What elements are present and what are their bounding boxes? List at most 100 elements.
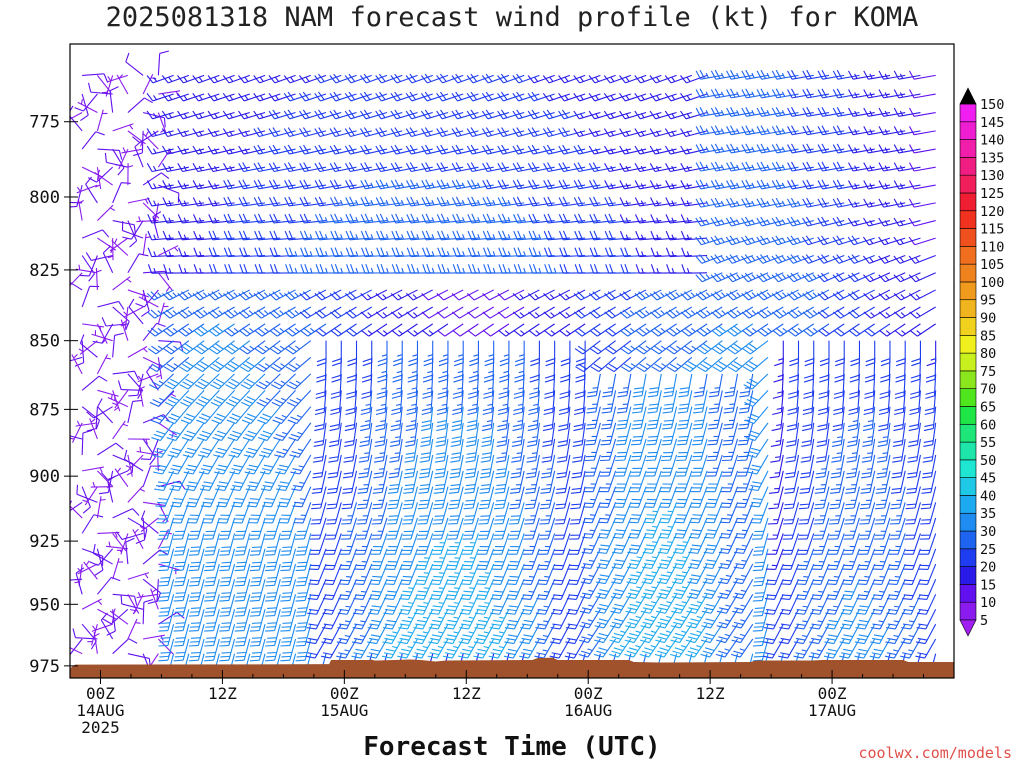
wind-barb bbox=[493, 502, 510, 525]
wind-barb bbox=[842, 548, 860, 570]
colorbar-swatch bbox=[959, 335, 977, 354]
colorbar-label: 25 bbox=[980, 542, 996, 558]
wind-barb bbox=[193, 340, 220, 355]
wind-barb bbox=[403, 470, 419, 494]
wind-barb bbox=[467, 247, 494, 258]
wind-barb bbox=[756, 69, 784, 80]
wind-barb bbox=[467, 179, 494, 190]
wind-barb bbox=[695, 88, 723, 99]
wind-barb bbox=[112, 332, 124, 358]
wind-barb bbox=[157, 272, 173, 292]
wind-barb bbox=[127, 618, 141, 640]
wind-barb bbox=[315, 323, 342, 337]
wind-barb bbox=[338, 579, 358, 600]
colorbar-swatch bbox=[959, 530, 977, 550]
wind-barb bbox=[631, 406, 647, 430]
wind-barb bbox=[909, 306, 936, 319]
wind-barb bbox=[178, 247, 205, 258]
colorbar-swatch bbox=[959, 370, 977, 389]
wind-barb bbox=[407, 357, 419, 383]
wind-barb bbox=[505, 579, 525, 600]
wind-barb bbox=[183, 454, 205, 475]
wind-barb bbox=[178, 340, 205, 355]
wind-barb bbox=[436, 109, 464, 120]
wind-barb bbox=[283, 109, 311, 120]
colorbar-label: 20 bbox=[980, 560, 996, 576]
wind-barb bbox=[344, 109, 372, 120]
wind-barb bbox=[569, 517, 586, 540]
wind-barb bbox=[125, 454, 144, 472]
y-tick-label: 975 bbox=[29, 657, 60, 677]
wind-barb bbox=[295, 579, 312, 602]
wind-barb bbox=[391, 390, 403, 416]
wind-barb bbox=[752, 533, 769, 556]
wind-barb bbox=[178, 356, 205, 373]
wind-barb bbox=[735, 502, 754, 524]
wind-barb bbox=[438, 340, 449, 367]
wind-barb bbox=[258, 438, 281, 458]
wind-barb bbox=[291, 470, 312, 492]
wind-barb bbox=[344, 91, 372, 102]
wind-barb bbox=[451, 109, 479, 120]
wind-barb bbox=[856, 579, 876, 600]
wind-barb bbox=[710, 179, 738, 190]
wind-barb bbox=[142, 74, 157, 95]
wind-barb bbox=[162, 247, 189, 258]
wind-barb bbox=[613, 486, 632, 508]
wind-barb bbox=[342, 454, 358, 479]
wind-barb bbox=[817, 179, 845, 190]
wind-barb bbox=[243, 438, 266, 458]
wind-barb bbox=[199, 470, 220, 492]
wind-barb bbox=[265, 624, 281, 647]
wind-barb bbox=[421, 144, 449, 155]
wind-barb bbox=[294, 517, 312, 540]
wind-barb bbox=[307, 594, 327, 615]
wind-barb bbox=[81, 285, 100, 308]
wind-barb bbox=[208, 247, 235, 258]
wind-barb bbox=[406, 247, 433, 258]
wind-barb bbox=[651, 356, 677, 373]
wind-barb bbox=[629, 470, 647, 493]
wind-barb bbox=[434, 438, 449, 463]
wind-barb bbox=[666, 356, 693, 373]
wind-barb bbox=[727, 356, 754, 373]
wind-barb bbox=[219, 563, 236, 587]
wind-barb bbox=[416, 533, 434, 555]
wind-barb bbox=[75, 420, 98, 427]
wind-barb bbox=[358, 454, 373, 479]
wind-barb bbox=[724, 373, 739, 398]
wind-barb bbox=[241, 389, 266, 407]
wind-barb bbox=[444, 594, 464, 615]
wind-barb bbox=[74, 93, 98, 112]
wind-barb bbox=[77, 198, 84, 221]
wind-barb bbox=[321, 609, 342, 630]
wind-barb bbox=[747, 454, 769, 475]
wind-barb bbox=[721, 438, 739, 462]
wind-barb bbox=[405, 406, 419, 432]
wind-barb bbox=[344, 127, 372, 138]
wind-barb bbox=[706, 454, 723, 477]
wind-barb bbox=[431, 533, 449, 555]
wind-barb bbox=[481, 91, 510, 102]
wind-barb bbox=[311, 470, 327, 494]
wind-barb bbox=[583, 470, 601, 493]
wind-barb bbox=[324, 533, 342, 555]
wind-barb bbox=[527, 179, 555, 190]
wind-barb bbox=[497, 179, 525, 190]
wind-barb bbox=[817, 69, 845, 80]
wind-barb bbox=[893, 107, 921, 117]
wind-barb bbox=[802, 69, 830, 80]
wind-barb bbox=[385, 548, 403, 570]
wind-barb bbox=[811, 563, 830, 586]
wind-barb bbox=[893, 180, 921, 190]
wind-barb bbox=[437, 373, 449, 399]
colorbar-swatch bbox=[959, 174, 977, 194]
wind-barb bbox=[405, 127, 433, 138]
wind-barb bbox=[375, 196, 403, 207]
wind-barb bbox=[129, 594, 144, 615]
wind-barb bbox=[81, 486, 91, 514]
wind-barb bbox=[774, 340, 784, 367]
wind-barb bbox=[135, 289, 159, 308]
y-tick-label: 950 bbox=[29, 595, 60, 615]
wind-barb bbox=[238, 74, 266, 84]
